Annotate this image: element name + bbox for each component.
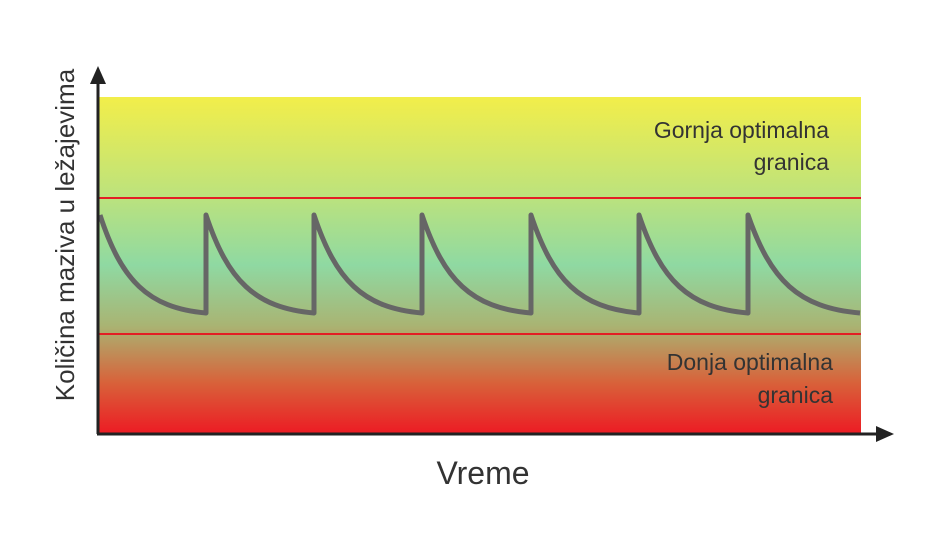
- x-axis-label: Vreme: [436, 455, 529, 491]
- y-axis-arrow: [90, 66, 106, 84]
- upper-zone-label: granica: [754, 149, 830, 175]
- lubricant-curve: [97, 212, 861, 316]
- y-axis-label: Količina maziva u ležajevima: [50, 68, 80, 401]
- upper-zone-label: Gornja optimalna: [654, 117, 829, 143]
- lower-zone-label: Donja optimalna: [667, 349, 833, 375]
- x-axis-arrow: [876, 426, 894, 442]
- lower-zone-label: granica: [758, 382, 834, 408]
